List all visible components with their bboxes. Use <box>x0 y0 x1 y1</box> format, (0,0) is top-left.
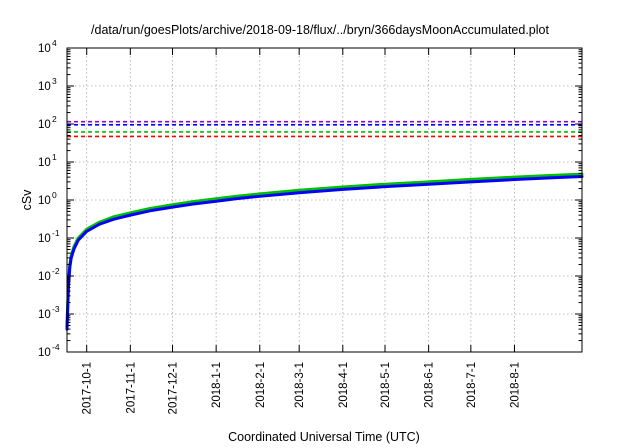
y-tick-exponent: 0 <box>52 190 57 200</box>
grid-layer <box>67 48 582 352</box>
y-tick-base: 10 <box>38 347 51 359</box>
y-tick-exponent: -4 <box>52 342 60 352</box>
series-line <box>65 172 584 327</box>
y-tick-label: 10 0 <box>38 190 57 207</box>
y-tick-label: 10 -3 <box>38 304 60 321</box>
y-tick-exponent: 4 <box>52 38 57 48</box>
y-tick-label: 10 -1 <box>38 228 60 245</box>
series-layer <box>65 172 584 331</box>
x-tick-label: 2018-5-1 <box>380 362 392 408</box>
tick-marks <box>67 47 582 353</box>
y-tick-label: 10 4 <box>38 38 57 55</box>
x-tick-label: 2018-7-1 <box>466 362 478 408</box>
y-tick-base: 10 <box>38 157 51 169</box>
y-tick-label: 10 -2 <box>38 266 60 283</box>
y-tick-base: 10 <box>38 195 51 207</box>
y-tick-base: 10 <box>38 271 51 283</box>
y-tick-exponent: -3 <box>52 304 60 314</box>
y-tick-label: 10 3 <box>38 76 57 93</box>
x-tick-label: 2018-2-1 <box>255 362 267 408</box>
y-tick-base: 10 <box>38 119 51 131</box>
x-tick-label: 2017-10-1 <box>82 362 94 414</box>
x-tick-labels: 2017-10-1 2017-11-1 2017-12-1 2018-1-1 2018-… <box>82 362 522 414</box>
y-tick-label: 10 2 <box>38 114 57 131</box>
x-tick-label: 2017-11-1 <box>125 362 137 414</box>
y-tick-label: 10 1 <box>38 152 57 169</box>
series-line <box>65 175 584 331</box>
chart-title: /data/run/goesPlots/archive/2018-09-18/f… <box>91 23 549 37</box>
x-tick-label: 2017-12-1 <box>168 362 180 414</box>
x-tick-label: 2018-4-1 <box>338 362 350 408</box>
y-tick-exponent: -2 <box>52 266 60 276</box>
y-tick-exponent: -1 <box>52 228 60 238</box>
x-axis-label: Coordinated Universal Time (UTC) <box>228 430 420 444</box>
y-tick-base: 10 <box>38 81 51 93</box>
x-tick-label: 2018-8-1 <box>509 362 521 408</box>
y-tick-base: 10 <box>38 233 51 245</box>
x-tick-label: 2018-6-1 <box>424 362 436 408</box>
y-tick-exponent: 1 <box>52 152 57 162</box>
y-tick-base: 10 <box>38 309 51 321</box>
y-tick-base: 10 <box>38 43 51 55</box>
y-tick-label: 10 -4 <box>38 342 60 359</box>
y-axis-label: cSv <box>20 189 34 211</box>
y-tick-exponent: 3 <box>52 76 57 86</box>
y-tick-exponent: 2 <box>52 114 57 124</box>
x-tick-label: 2018-1-1 <box>211 362 223 408</box>
reference-lines <box>67 120 582 138</box>
x-tick-label: 2018-3-1 <box>294 362 306 408</box>
